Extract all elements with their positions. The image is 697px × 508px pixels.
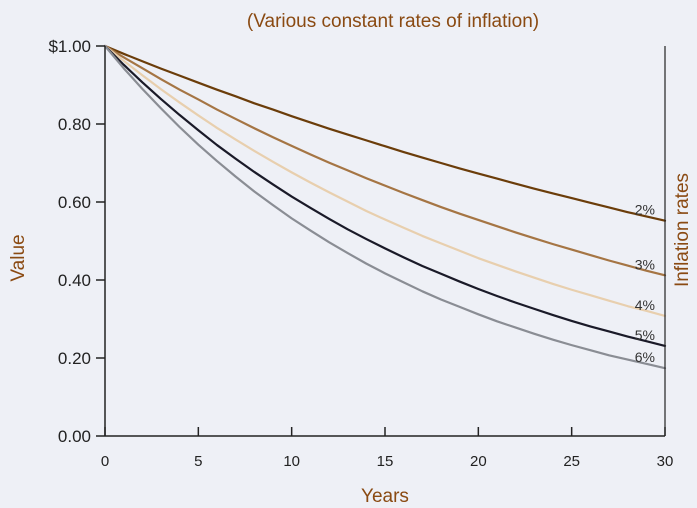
y-tick-label: $1.00 [48,37,91,56]
series-line-4pct [103,44,667,317]
y-tick-label: 0.80 [58,115,91,134]
series-line-5pct [103,44,667,348]
series-line-3pct [103,44,667,277]
x-tick-label: 30 [657,453,674,470]
series-label-6pct: 6% [635,349,655,365]
x-tick-label: 0 [101,453,109,470]
y-tick-label: 0.40 [58,271,91,290]
series-line-6pct [103,44,667,370]
series-line-2pct [103,44,667,222]
chart-title: (Various constant rates of inflation) [247,11,539,32]
y-tick-label: 0.20 [58,349,91,368]
plot-area: 2% 3% 4% 5% 6% [103,44,667,370]
x-tick-label: 10 [283,453,300,470]
axes: 0.00 0.20 0.40 0.60 0.80 $1.00 0 5 10 15 20 25 30 [48,37,673,470]
series-label-2pct: 2% [635,202,655,218]
x-tick-label: 15 [377,453,394,470]
x-tick-label: 20 [470,453,487,470]
x-tick-label: 25 [563,453,580,470]
x-axis-label: Years [361,486,409,507]
y-tick-label: 0.00 [58,427,91,446]
series-label-5pct: 5% [635,327,655,343]
chart-labels: (Various constant rates of inflation) Ye… [8,11,693,507]
right-axis-label: Inflation rates [672,173,693,287]
y-tick-label: 0.60 [58,193,91,212]
y-axis-label: Value [8,234,29,281]
x-tick-label: 5 [194,453,202,470]
series-label-3pct: 3% [635,256,655,272]
series-label-4pct: 4% [635,297,655,313]
